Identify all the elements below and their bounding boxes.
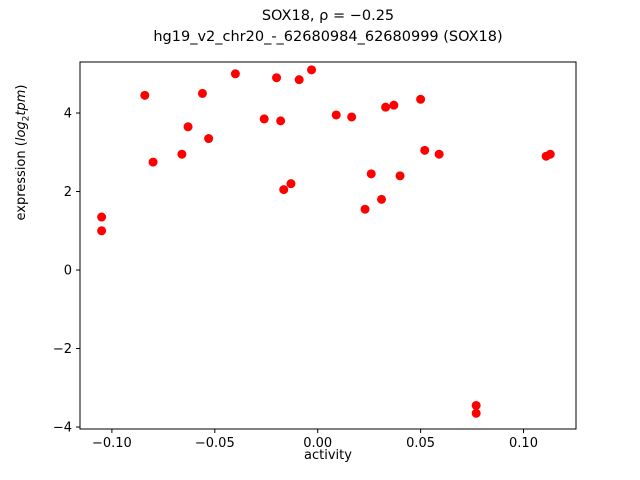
y-tick-label: −4 (53, 421, 72, 436)
data-point (545, 149, 555, 159)
x-tick-label: −0.10 (92, 436, 132, 451)
data-point (294, 75, 304, 85)
data-point (230, 69, 240, 79)
data-point (471, 400, 481, 410)
data-point (360, 204, 370, 214)
data-point (204, 134, 214, 144)
data-point (259, 114, 269, 124)
x-tick-label: −0.05 (195, 436, 235, 451)
data-point (347, 112, 357, 122)
data-point (389, 100, 399, 110)
data-point (140, 90, 150, 100)
data-point (148, 157, 158, 167)
data-point (286, 179, 296, 189)
x-tick-label: 0.10 (509, 436, 538, 451)
y-tick-label: 2 (64, 185, 72, 200)
chart-title: SOX18, ρ = −0.25 hg19_v2_chr20_-_6268098… (80, 6, 576, 48)
data-point (279, 185, 289, 195)
data-point (97, 212, 107, 222)
data-point (331, 110, 341, 120)
data-point (416, 94, 426, 104)
data-point (395, 171, 405, 181)
plot-frame (79, 61, 577, 430)
x-tick-label: 0.00 (303, 436, 332, 451)
data-point (183, 122, 193, 132)
y-tick-label: −2 (53, 342, 72, 357)
data-point (377, 194, 387, 204)
data-point (434, 149, 444, 159)
data-point (272, 73, 282, 83)
y-tick-label: 0 (64, 264, 72, 279)
data-point (197, 88, 207, 98)
data-point (366, 169, 376, 179)
y-tick-label: 4 (64, 107, 72, 122)
x-tick-label: 0.05 (406, 436, 435, 451)
chart-title-line1: SOX18, ρ = −0.25 (261, 8, 395, 24)
data-point (420, 145, 430, 155)
data-point (276, 116, 286, 126)
data-point (97, 226, 107, 236)
data-point (471, 408, 481, 418)
x-axis-label: activity (304, 448, 352, 463)
data-point (177, 149, 187, 159)
data-point (381, 102, 391, 112)
chart-title-line2: hg19_v2_chr20_-_62680984_62680999 (SOX18… (153, 29, 503, 45)
data-point (307, 65, 317, 75)
